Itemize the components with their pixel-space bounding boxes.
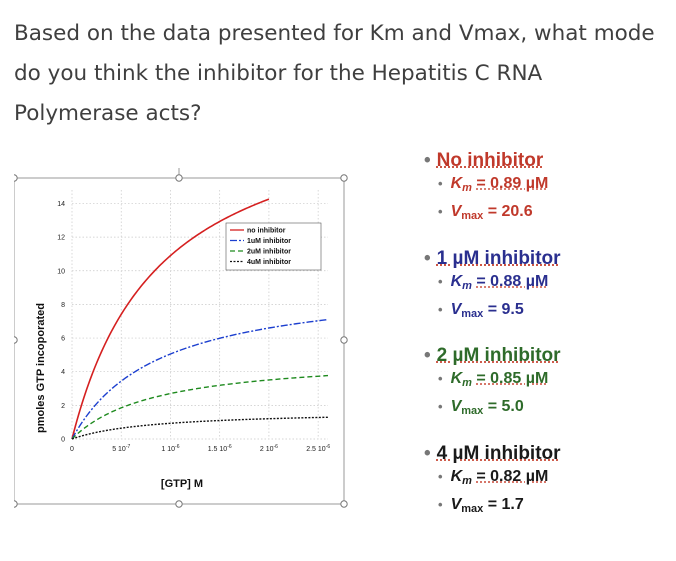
condition-title: • 2 µM inhibitor <box>424 345 561 367</box>
resize-handle-top-right[interactable] <box>340 174 348 182</box>
series-line-1 <box>71 198 270 440</box>
vmax-value: = 1.7 <box>487 496 524 513</box>
legend-label: no inhibitor <box>247 228 286 235</box>
condition-block: • 1 µM inhibitor • Km = 0.88 µM • Vmax = 9.5 <box>424 248 561 326</box>
bullet-icon: • <box>438 176 443 191</box>
x-tick-label: 1 10-6 <box>161 444 179 453</box>
x-tick-label: 1.5 10-6 <box>208 444 232 453</box>
resize-handle-top-left[interactable] <box>14 174 18 182</box>
km-symbol: Km <box>450 175 472 194</box>
y-tick-label: 0 <box>61 437 65 444</box>
legend-label: 1uM inhibitor <box>247 238 291 245</box>
bullet-icon: • <box>438 399 443 414</box>
vmax-line: • Vmax = 9.5 <box>438 301 524 320</box>
figure-image[interactable]: 0 2 4 6 8 10 12 14 0 5 10-7 1 10-6 1.5 10-6 2 10-6 2.… <box>14 168 348 508</box>
condition-title-text: 4 µM inhibitor <box>436 443 561 464</box>
y-axis-title: pmoles GTP incoporated <box>35 303 47 433</box>
km-symbol: Km <box>450 370 472 389</box>
bullet-icon: • <box>424 345 431 366</box>
km-line: • Km = 0.88 µM <box>438 270 561 298</box>
legend-label: 2uM inhibitor <box>247 249 291 256</box>
km-value: = 0.85 µM <box>476 370 549 387</box>
bullet-icon: • <box>438 497 443 512</box>
y-tick-label: 12 <box>57 235 65 242</box>
vmax-line: • Vmax = 20.6 <box>438 203 533 222</box>
plot-area: 0 2 4 6 8 10 12 14 0 5 10-7 1 10-6 1.5 10-6 2 10-6 2.… <box>57 190 330 453</box>
series-line-2 <box>71 318 329 440</box>
x-tick-label: 2.5 10-6 <box>306 444 330 453</box>
x-tick-label: 0 <box>70 446 74 453</box>
bullet-icon: • <box>424 443 431 464</box>
question-text: Based on the data presented for Km and V… <box>14 21 655 126</box>
km-symbol: Km <box>450 468 472 487</box>
bullet-icon: • <box>438 274 443 289</box>
y-tick-label: 6 <box>61 336 65 343</box>
y-tick-label: 10 <box>57 268 65 275</box>
bullet-icon: • <box>438 204 443 219</box>
vmax-line: • Vmax = 5.0 <box>438 398 524 417</box>
vmax-symbol: V <box>450 301 462 318</box>
resize-handle-bottom-left[interactable] <box>14 500 18 508</box>
vmax-symbol: V <box>450 496 462 513</box>
km-value: = 0.89 µM <box>476 175 549 192</box>
condition-title-text: 2 µM inhibitor <box>436 345 561 366</box>
resize-handle-top[interactable] <box>175 174 183 182</box>
kinetics-chart: 0 2 4 6 8 10 12 14 0 5 10-7 1 10-6 1.5 10-6 2 10-6 2.… <box>14 168 348 508</box>
condition-title-text: No inhibitor <box>436 150 544 171</box>
km-line: • Km = 0.85 µM <box>438 367 561 395</box>
y-tick-label: 14 <box>57 201 65 208</box>
condition-title: • 1 µM inhibitor <box>424 248 561 270</box>
km-line: • Km = 0.89 µM <box>438 172 548 200</box>
vmax-symbol: V <box>450 203 462 220</box>
condition-block: • No inhibitor • Km = 0.89 µM • Vmax = 20.6 <box>424 150 548 228</box>
condition-block: • 4 µM inhibitor • Km = 0.82 µM • Vmax = 1.7 <box>424 443 561 521</box>
vmax-value: = 9.5 <box>487 301 524 318</box>
condition-block: • 2 µM inhibitor • Km = 0.85 µM • Vmax = 5.0 <box>424 345 561 423</box>
resize-handle-bottom-right[interactable] <box>340 500 348 508</box>
x-tick-label: 2 10-6 <box>260 444 278 453</box>
km-line: • Km = 0.82 µM <box>438 465 561 493</box>
bullet-icon: • <box>424 248 431 269</box>
vmax-value: = 5.0 <box>487 398 524 415</box>
resize-handle-right[interactable] <box>340 336 348 344</box>
legend-box <box>225 222 322 271</box>
bullet-icon: • <box>438 469 443 484</box>
chart-legend: no inhibitor 1uM inhibitor 2uM inhibitor 4u… <box>225 222 322 271</box>
km-symbol: Km <box>450 273 472 292</box>
vmax-value: = 20.6 <box>487 203 533 220</box>
series-line-4 <box>71 416 329 440</box>
bullet-icon: • <box>438 371 443 386</box>
bullet-icon: • <box>438 302 443 317</box>
vmax-line: • Vmax = 1.7 <box>438 496 524 515</box>
vmax-symbol: V <box>450 398 462 415</box>
resize-handle-left[interactable] <box>14 336 18 344</box>
km-value: = 0.82 µM <box>476 468 549 485</box>
x-tick-label: 5 10-7 <box>112 444 130 453</box>
condition-title: • No inhibitor <box>424 150 548 172</box>
resize-handle-bottom[interactable] <box>175 500 183 508</box>
condition-title-text: 1 µM inhibitor <box>436 248 561 269</box>
km-value: = 0.88 µM <box>476 273 549 290</box>
y-tick-label: 4 <box>61 369 65 376</box>
condition-title: • 4 µM inhibitor <box>424 443 561 465</box>
legend-label: 4uM inhibitor <box>247 259 291 266</box>
series-line-3 <box>71 374 329 440</box>
y-tick-label: 2 <box>61 403 65 410</box>
y-tick-label: 8 <box>61 302 65 309</box>
x-axis-title: [GTP] M <box>161 478 203 490</box>
bullet-icon: • <box>424 150 431 171</box>
